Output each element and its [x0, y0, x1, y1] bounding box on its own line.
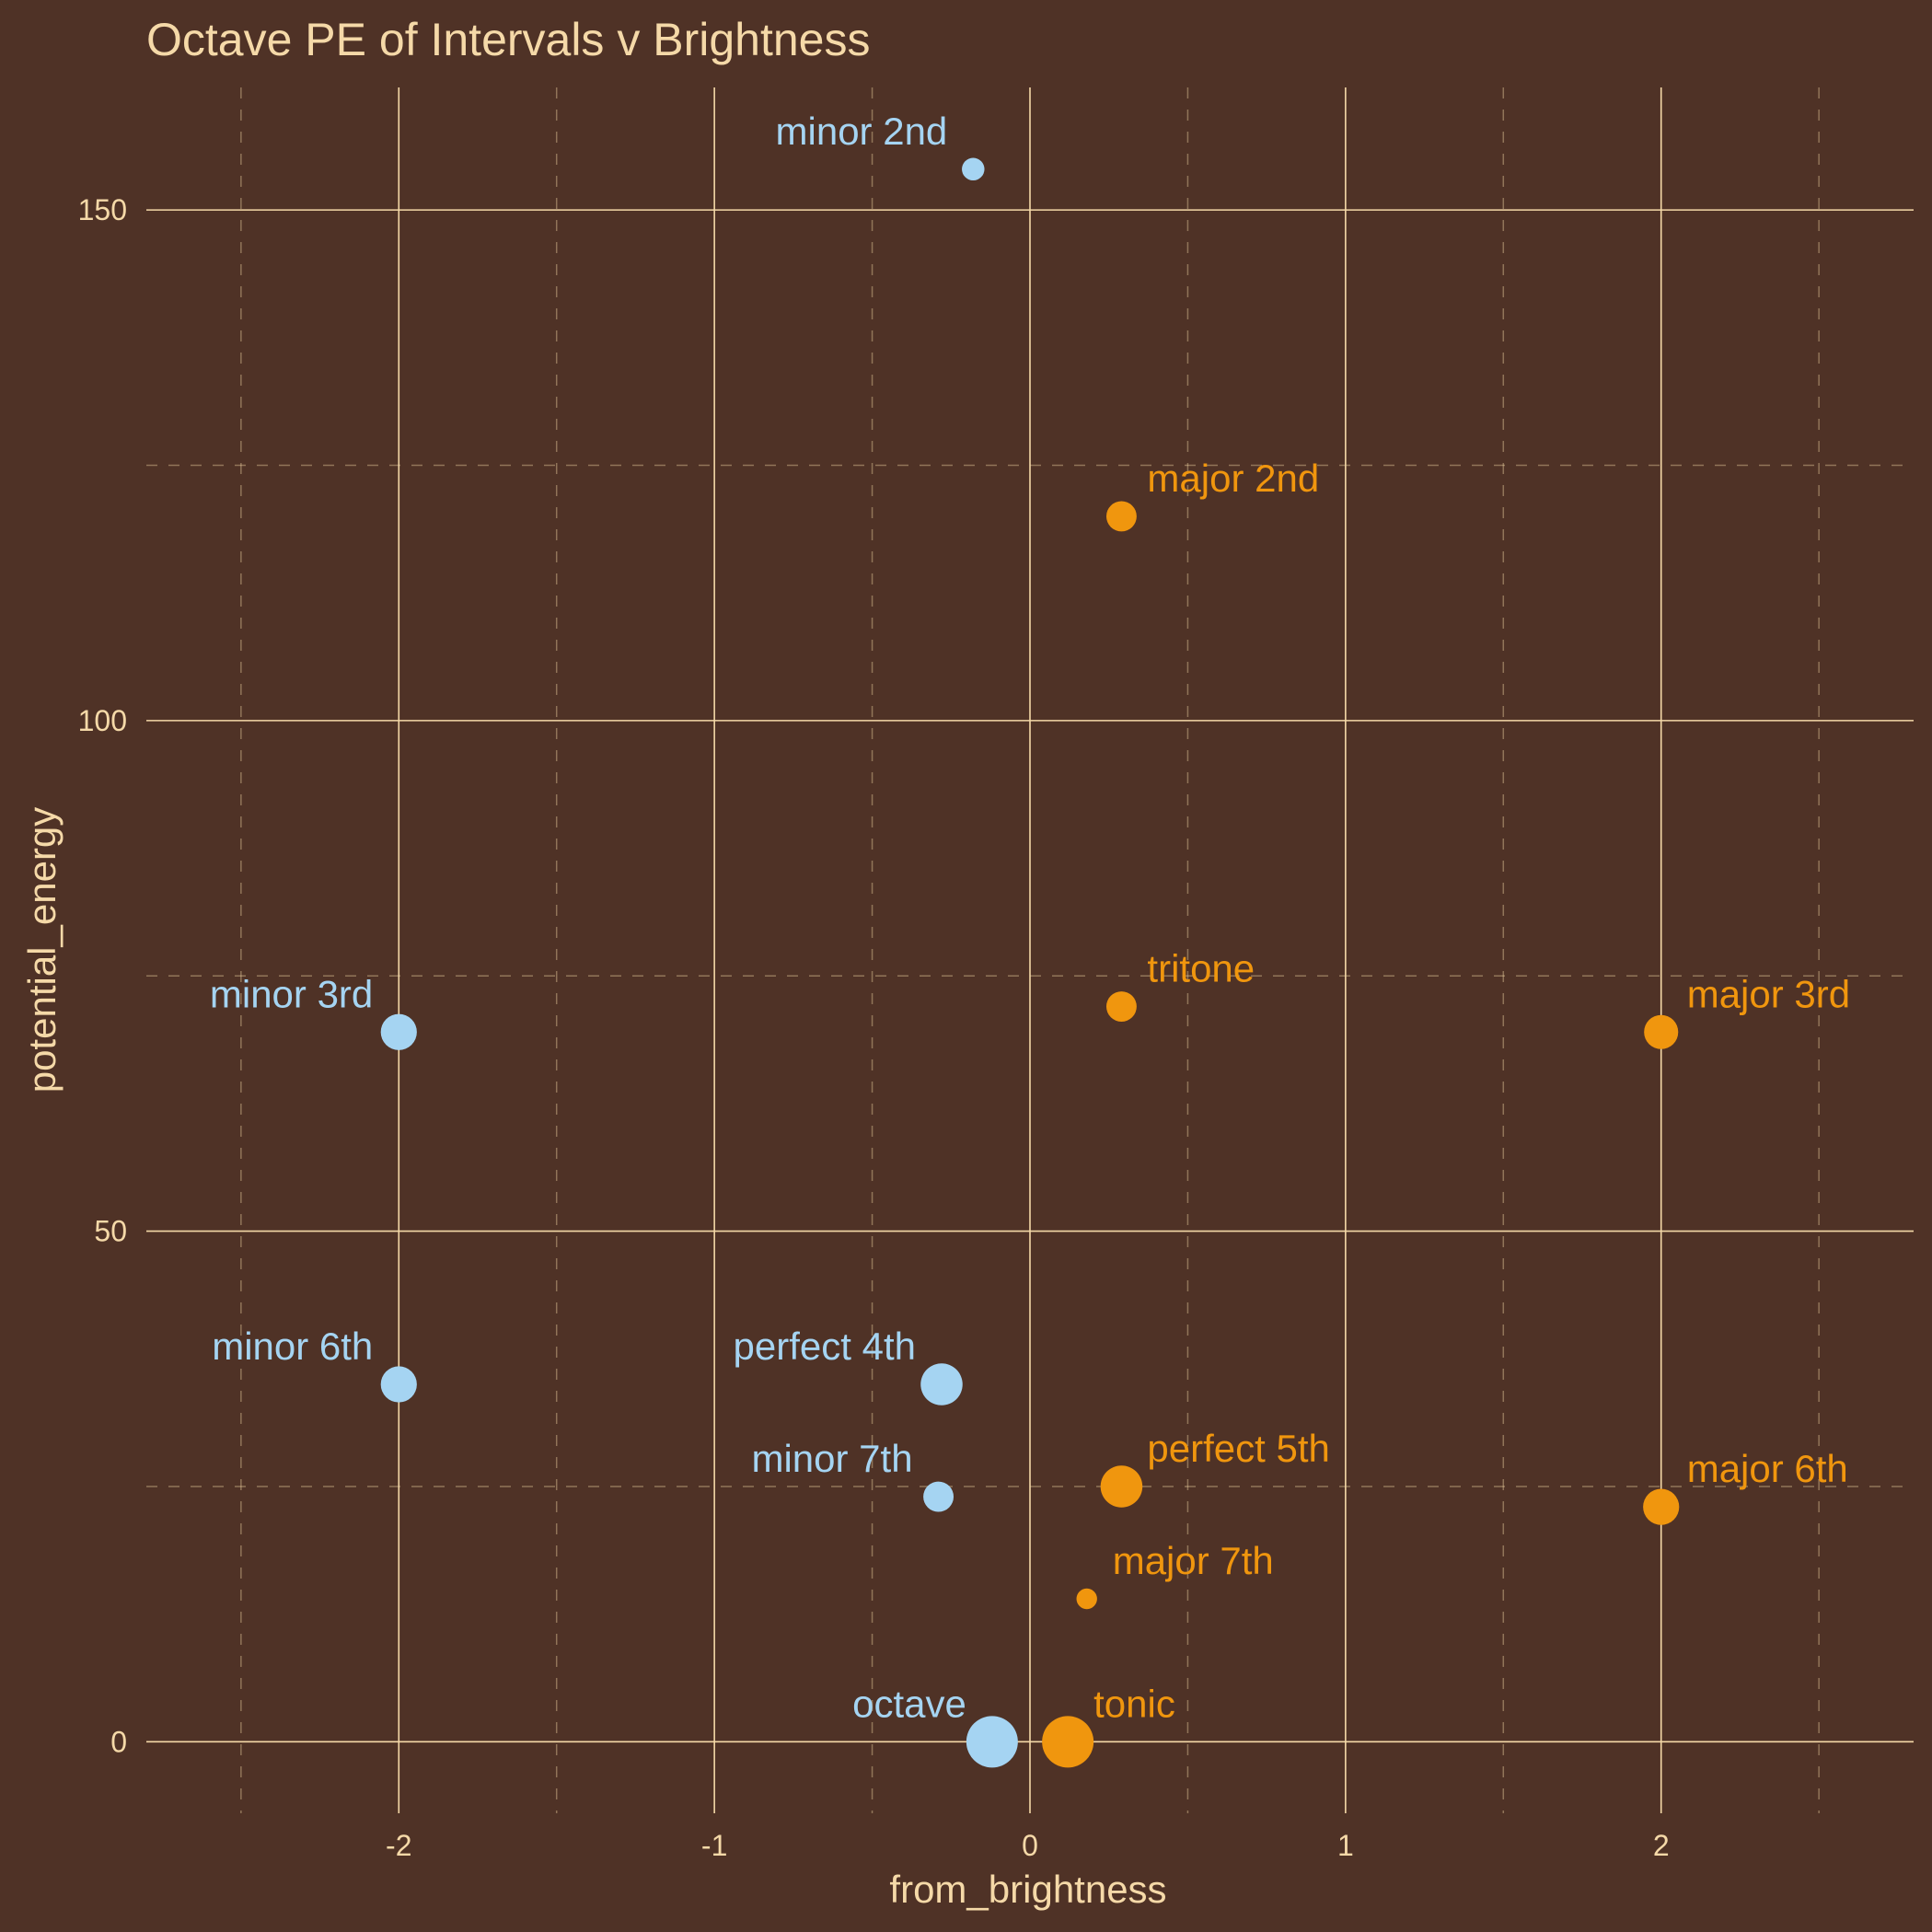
y-tick-label: 150 [78, 193, 127, 226]
data-point [1643, 1488, 1680, 1525]
point-label: perfect 4th [734, 1325, 916, 1368]
point-label: octave [852, 1682, 966, 1725]
point-label: major 7th [1113, 1539, 1274, 1582]
data-point [1105, 991, 1137, 1022]
x-axis-title: from_brightness [889, 1868, 1166, 1911]
y-tick-label: 100 [78, 704, 127, 737]
chart-title: Octave PE of Intervals v Brightness [146, 14, 870, 65]
data-point [1100, 1465, 1143, 1508]
point-label: minor 6th [212, 1325, 373, 1368]
point-label: major 3rd [1687, 972, 1850, 1015]
point-label: minor 7th [751, 1437, 912, 1480]
y-tick-label: 0 [110, 1725, 127, 1758]
data-points [380, 157, 1680, 1768]
data-point [966, 1716, 1018, 1768]
data-point [1076, 1588, 1097, 1610]
point-label: major 2nd [1147, 457, 1319, 500]
x-tick-label: 2 [1653, 1829, 1670, 1862]
point-label: tritone [1147, 947, 1255, 990]
data-point [1105, 501, 1137, 532]
x-tick-label: -1 [701, 1829, 727, 1862]
y-axis-title: potential_energy [20, 807, 64, 1093]
x-tick-label: -2 [386, 1829, 411, 1862]
y-tick-label: 50 [94, 1215, 127, 1248]
x-tick-label: 1 [1337, 1829, 1354, 1862]
point-label: major 6th [1687, 1447, 1848, 1490]
grid [146, 87, 1914, 1813]
point-label: perfect 5th [1147, 1427, 1329, 1470]
data-point [1644, 1014, 1679, 1049]
tick-labels: -2 -1 0 1 2 0 50 100 150 [78, 193, 1670, 1862]
x-tick-label: 0 [1022, 1829, 1038, 1862]
data-point [962, 157, 985, 181]
point-label: minor 3rd [210, 972, 373, 1015]
data-point [380, 1013, 417, 1050]
data-point [1042, 1716, 1094, 1768]
point-label: minor 2nd [776, 110, 948, 153]
data-point [923, 1481, 954, 1512]
point-labels: minor 2nd major 2nd minor 3rd tritone major … [210, 110, 1850, 1726]
data-point [920, 1363, 963, 1406]
point-label: tonic [1093, 1682, 1175, 1725]
data-point [380, 1366, 417, 1403]
